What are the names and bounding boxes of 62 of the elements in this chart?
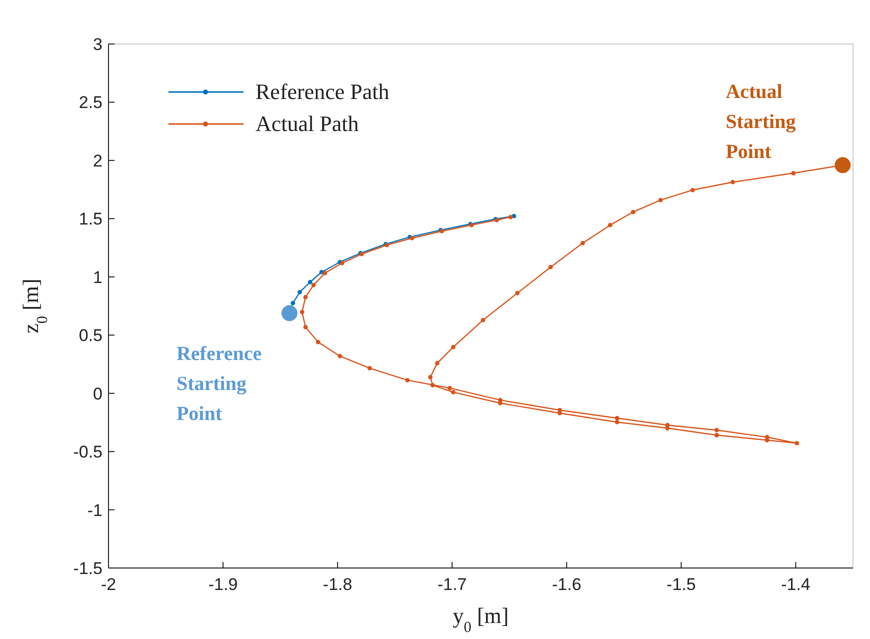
x-tick-label: -1.6	[552, 575, 582, 594]
y-tick-label: -1	[87, 500, 102, 520]
point	[690, 188, 695, 192]
y-tick-label: 2.5	[78, 93, 102, 112]
legend-label: Reference Path	[256, 79, 390, 104]
point	[405, 378, 410, 382]
point	[300, 310, 304, 314]
y-tick-label: -0.5	[73, 442, 102, 462]
y-tick-label: 1.5	[78, 210, 102, 229]
annotation: Actual Starting Point	[726, 81, 796, 164]
x-tick-label: -2	[100, 575, 116, 594]
point	[764, 434, 770, 440]
point	[290, 300, 296, 306]
point	[630, 210, 636, 214]
point	[311, 282, 316, 288]
point	[714, 432, 719, 438]
point	[281, 305, 298, 322]
y-tick-label: 2	[93, 151, 102, 170]
point	[508, 214, 513, 220]
y-tick-label: 1	[93, 268, 102, 287]
point	[435, 360, 440, 366]
point	[480, 318, 486, 322]
point	[448, 386, 452, 390]
y-tick-label: -1.5	[73, 559, 102, 578]
x-tick-label: -1.4	[781, 575, 810, 594]
point	[791, 170, 796, 176]
point	[580, 240, 585, 246]
point	[451, 344, 456, 350]
point	[338, 354, 342, 358]
x-axis-title: y$_{0}$ [m]	[452, 603, 509, 636]
point	[410, 236, 414, 240]
point	[714, 428, 719, 432]
point	[303, 294, 308, 300]
point	[834, 157, 851, 174]
point	[794, 440, 800, 446]
x-tick-label: -1.9	[208, 575, 238, 594]
point	[303, 324, 308, 330]
point	[608, 222, 612, 228]
point	[298, 290, 302, 294]
point	[515, 290, 520, 296]
point	[322, 270, 328, 276]
y-tick-label: 0.5	[78, 326, 102, 346]
point	[614, 416, 620, 420]
point	[316, 340, 320, 344]
x-tick-label: -1.5	[666, 575, 696, 594]
point	[451, 390, 456, 394]
x-tick-label: -1.8	[322, 575, 352, 594]
point	[430, 382, 435, 388]
legend-label: Actual Path	[256, 111, 359, 136]
point	[428, 374, 433, 380]
point	[658, 198, 663, 202]
x-tick-label: -1.7	[437, 575, 467, 594]
point	[558, 408, 562, 412]
point	[730, 180, 735, 184]
y-tick-label: 0	[93, 384, 102, 404]
point	[308, 280, 312, 284]
point	[548, 264, 553, 270]
point	[367, 366, 372, 370]
point	[498, 398, 502, 402]
annotation: Reference Starting Point	[176, 343, 262, 426]
y-tick-label: 3	[93, 35, 102, 54]
point	[665, 422, 670, 428]
